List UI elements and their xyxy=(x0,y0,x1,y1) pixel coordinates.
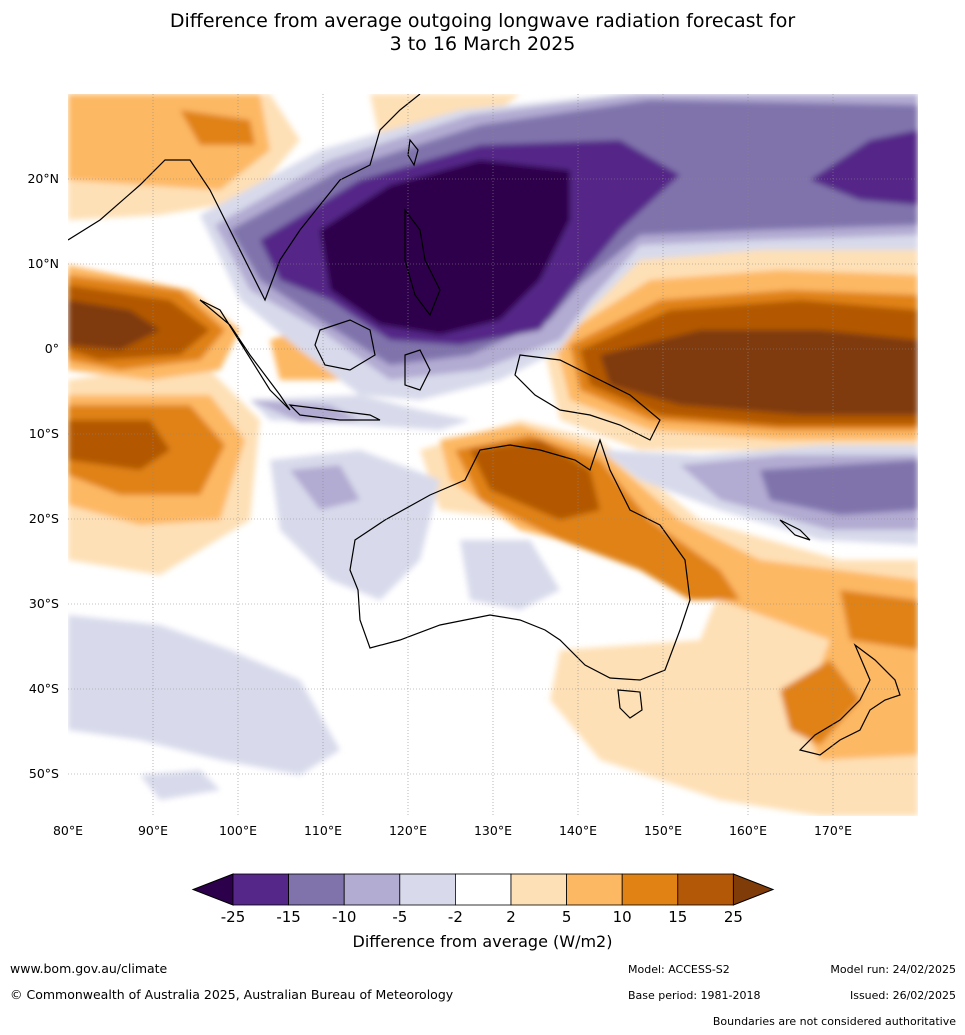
lat-tick-label: 0° xyxy=(45,341,59,356)
colorbar-segment xyxy=(510,873,567,906)
lat-tick-label: 10°N xyxy=(27,256,59,271)
lon-tick-label: 130°E xyxy=(474,823,512,838)
lon-tick-label: 140°E xyxy=(559,823,597,838)
model-text: Model: ACCESS-S2 xyxy=(628,963,730,976)
colorbar-tick-label: 10 xyxy=(613,908,632,926)
map-title: Difference from average outgoing longwav… xyxy=(0,10,965,56)
lon-tick-label: 100°E xyxy=(219,823,257,838)
longitude-labels: 80°E 90°E 100°E 110°E 120°E 130°E 140°E 150°E 16… xyxy=(53,823,852,838)
colorbar-segment xyxy=(343,873,401,906)
base-period-text: Base period: 1981-2018 xyxy=(628,989,761,1002)
colorbar xyxy=(191,873,775,906)
colorbar-min-extension xyxy=(191,873,234,906)
disclaimer-text: Boundaries are not considered authoritat… xyxy=(712,1015,956,1028)
colorbar-tick-label: -10 xyxy=(332,908,357,926)
lon-tick-label: 90°E xyxy=(138,823,168,838)
colorbar-segment xyxy=(621,873,679,906)
title-line-2: 3 to 16 March 2025 xyxy=(389,33,576,55)
gridlines xyxy=(68,94,918,816)
colorbar-tick-label: -2 xyxy=(448,908,463,926)
latitude-labels: 20°N 10°N 0° 10°S 20°S 30°S 40°S 50°S xyxy=(27,171,59,781)
colorbar-segment xyxy=(288,873,345,906)
lon-tick-label: 80°E xyxy=(53,823,83,838)
lon-tick-label: 110°E xyxy=(304,823,342,838)
colorbar-tick-label: 5 xyxy=(562,908,572,926)
colorbar-segment xyxy=(399,873,456,906)
lat-tick-label: 20°S xyxy=(29,511,59,526)
lat-tick-label: 20°N xyxy=(27,171,59,186)
lon-tick-label: 170°E xyxy=(814,823,852,838)
anomaly-field xyxy=(68,94,918,816)
copyright-text: © Commonwealth of Australia 2025, Austra… xyxy=(10,987,454,1002)
colorbar-label: Difference from average (W/m2) xyxy=(352,932,613,951)
colorbar-tick-labels: -25 -15 -10 -5 -2 2 5 10 15 25 xyxy=(221,908,743,926)
colorbar-tick-label: -5 xyxy=(392,908,407,926)
coastlines xyxy=(68,94,901,756)
colorbar-tick-label: 15 xyxy=(668,908,687,926)
colorbar-segment xyxy=(232,873,289,906)
lat-tick-label: 30°S xyxy=(29,596,59,611)
colorbar-max-extension xyxy=(732,873,775,906)
lon-tick-label: 150°E xyxy=(644,823,682,838)
title-line-1: Difference from average outgoing longwav… xyxy=(169,10,796,32)
colorbar-tick-label: -25 xyxy=(221,908,246,926)
colorbar-segment xyxy=(454,873,512,906)
lon-tick-label: 120°E xyxy=(389,823,427,838)
colorbar-tick-label: 25 xyxy=(724,908,743,926)
colorbar-segment xyxy=(677,873,734,906)
lon-tick-label: 160°E xyxy=(729,823,767,838)
colorbar-tick-label: 2 xyxy=(506,908,516,926)
colorbar-segment xyxy=(566,873,623,906)
lat-tick-label: 40°S xyxy=(29,681,59,696)
lat-tick-label: 10°S xyxy=(29,426,59,441)
issued-text: Issued: 26/02/2025 xyxy=(849,989,956,1002)
lat-tick-label: 50°S xyxy=(29,766,59,781)
website-text: www.bom.gov.au/climate xyxy=(10,961,168,976)
colorbar-tick-label: -15 xyxy=(276,908,301,926)
model-run-text: Model run: 24/02/2025 xyxy=(830,963,956,976)
